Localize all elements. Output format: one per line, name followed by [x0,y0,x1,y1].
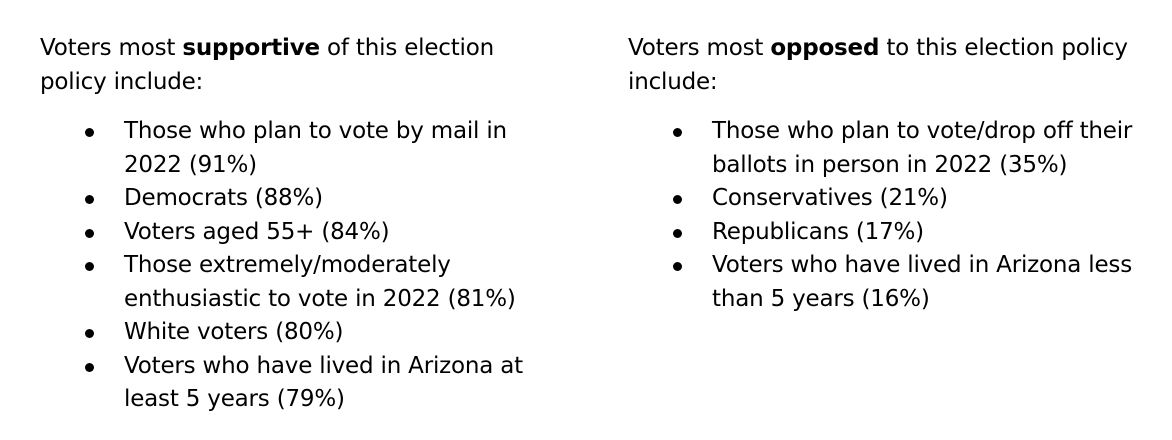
list-item: Democrats (88%) [40,182,560,216]
list-item: Republicans (17%) [628,216,1158,250]
bullet-icon [85,362,94,372]
opposed-list: Those who plan to vote/drop off their ba… [628,115,1158,316]
list-item-text: Republicans (17%) [712,218,924,245]
opposed-intro: Voters most opposed to this election pol… [628,31,1158,99]
list-item: Those who plan to vote by mail in 2022 (… [40,115,560,182]
bullet-icon [85,262,94,271]
list-item: Those who plan to vote/drop off their ba… [628,115,1158,182]
bullet-icon [673,262,682,271]
list-item: Voters who have lived in Arizona less th… [628,249,1158,316]
list-item-text: Those who plan to vote by mail in 2022 (… [124,118,507,178]
bullet-icon [85,128,94,137]
supportive-list: Those who plan to vote by mail in 2022 (… [40,115,560,417]
bullet-icon [673,228,682,238]
list-item: Voters who have lived in Arizona at leas… [40,350,560,417]
list-item-text: Voters who have lived in Arizona at leas… [124,352,524,413]
supportive-column: Voters most supportive of this election … [40,31,560,417]
bullet-icon [85,228,94,238]
supportive-intro-before: Voters most [40,35,183,61]
bullet-icon [673,128,682,137]
list-item: Voters aged 55+ (84%) [40,216,560,250]
supportive-intro-after: of this election policy include: [40,35,495,95]
list-item-text: Those who plan to vote/drop off their ba… [712,118,1133,178]
list-item: Conservatives (21%) [628,182,1158,216]
list-item-text: Voters who have lived in Arizona less th… [712,252,1132,312]
list-item: White voters (80%) [40,316,560,350]
list-item-text: Democrats (88%) [124,185,323,211]
supportive-intro-bold: supportive [182,35,320,61]
list-item-text: Those extremely/moderately enthusiastic … [124,252,516,312]
opposed-intro-before: Voters most [628,35,771,61]
bullet-icon [673,195,682,204]
list-item-text: White voters (80%) [124,319,344,345]
opposed-column: Voters most opposed to this election pol… [628,31,1158,316]
list-item-text: Voters aged 55+ (84%) [124,218,390,245]
opposed-intro-after: to this election policy include: [628,35,1128,95]
opposed-intro-bold: opposed [770,35,880,61]
bullet-icon [85,329,94,338]
list-item-text: Conservatives (21%) [712,185,948,211]
list-item: Those extremely/moderately enthusiastic … [40,249,560,316]
supportive-intro: Voters most supportive of this election … [40,31,560,99]
bullet-icon [85,195,94,204]
